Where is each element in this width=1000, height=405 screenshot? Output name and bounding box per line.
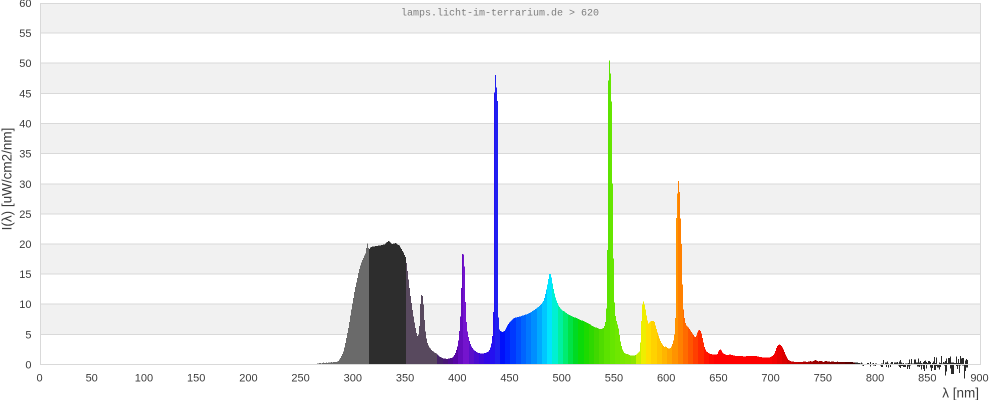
svg-text:850: 850	[918, 373, 936, 385]
svg-text:200: 200	[239, 373, 257, 385]
svg-text:500: 500	[553, 373, 571, 385]
svg-text:100: 100	[135, 373, 153, 385]
svg-text:I(λ) [uW/cm2/nm]: I(λ) [uW/cm2/nm]	[0, 128, 15, 231]
svg-text:350: 350	[396, 373, 414, 385]
svg-text:450: 450	[500, 373, 518, 385]
svg-text:35: 35	[19, 149, 31, 161]
svg-text:400: 400	[448, 373, 466, 385]
svg-text:15: 15	[19, 269, 31, 281]
svg-text:550: 550	[605, 373, 623, 385]
svg-text:40: 40	[19, 119, 31, 131]
svg-text:25: 25	[19, 209, 31, 221]
svg-text:250: 250	[291, 373, 309, 385]
svg-text:10: 10	[19, 299, 31, 311]
svg-text:150: 150	[187, 373, 205, 385]
svg-text:5: 5	[25, 329, 31, 341]
svg-text:lamps.licht-im-terrarium.de >: lamps.licht-im-terrarium.de > 620	[401, 8, 599, 20]
svg-text:60: 60	[19, 0, 31, 10]
svg-text:50: 50	[86, 373, 98, 385]
svg-text:30: 30	[19, 179, 31, 191]
svg-text:750: 750	[814, 373, 832, 385]
svg-text:50: 50	[19, 58, 31, 70]
svg-text:20: 20	[19, 239, 31, 251]
svg-text:λ [nm]: λ [nm]	[942, 386, 979, 401]
svg-text:45: 45	[19, 88, 31, 100]
svg-text:800: 800	[866, 373, 884, 385]
svg-text:55: 55	[19, 28, 31, 40]
svg-text:700: 700	[761, 373, 779, 385]
svg-text:0: 0	[36, 373, 42, 385]
svg-text:600: 600	[657, 373, 675, 385]
svg-text:900: 900	[970, 373, 988, 385]
svg-text:0: 0	[25, 360, 31, 372]
svg-text:650: 650	[709, 373, 727, 385]
svg-text:300: 300	[344, 373, 362, 385]
